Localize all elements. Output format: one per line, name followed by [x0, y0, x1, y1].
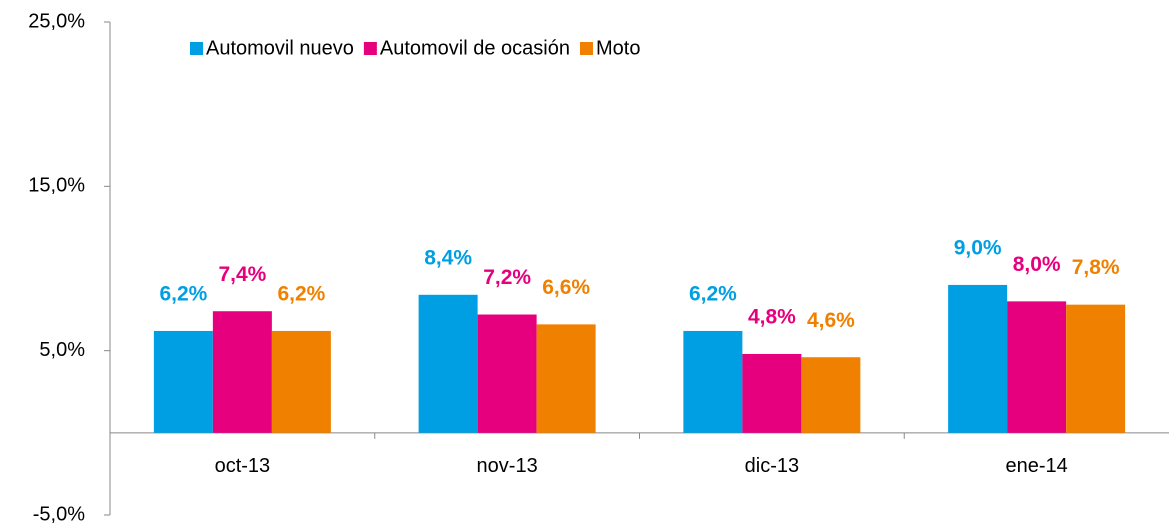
x-tick-label: ene-14 — [1005, 455, 1067, 477]
legend-swatch — [190, 42, 203, 55]
y-tick-label: 5,0% — [39, 339, 85, 361]
bar — [1066, 304, 1126, 433]
value-label: 8,0% — [1013, 253, 1061, 276]
legend-swatch — [579, 42, 593, 55]
value-label: 4,6% — [807, 309, 855, 332]
y-tick-label: 15,0% — [28, 175, 85, 197]
y-tick-label: -5,0% — [33, 503, 85, 524]
legend-swatch — [363, 42, 377, 55]
value-label: 7,2% — [483, 266, 531, 289]
value-label: 6,2% — [277, 282, 325, 305]
bar — [801, 357, 861, 433]
x-tick-label: oct-13 — [215, 455, 271, 477]
bar — [418, 294, 478, 433]
value-label: 9,0% — [954, 236, 1002, 259]
bar — [948, 284, 1008, 433]
bar — [477, 314, 537, 433]
value-label: 7,4% — [218, 263, 266, 286]
value-label: 6,2% — [159, 282, 207, 305]
value-label: 7,8% — [1072, 256, 1120, 279]
bar — [153, 330, 213, 433]
bar — [536, 324, 596, 433]
bar — [212, 311, 272, 433]
value-label: 6,6% — [542, 276, 590, 299]
bar — [683, 330, 743, 433]
bar — [742, 353, 802, 433]
x-tick-label: dic-13 — [745, 455, 799, 477]
legend-label: Automovil de ocasión — [380, 37, 570, 59]
value-label: 6,2% — [689, 282, 737, 305]
bar — [271, 330, 331, 433]
value-label: 8,4% — [424, 246, 472, 269]
x-tick-label: nov-13 — [477, 455, 538, 477]
bar — [1007, 301, 1067, 433]
legend-label: Automovil nuevo — [206, 37, 354, 59]
value-label: 4,8% — [748, 306, 796, 329]
legend-label: Moto — [596, 37, 640, 59]
y-tick-label: 25,0% — [28, 10, 85, 32]
